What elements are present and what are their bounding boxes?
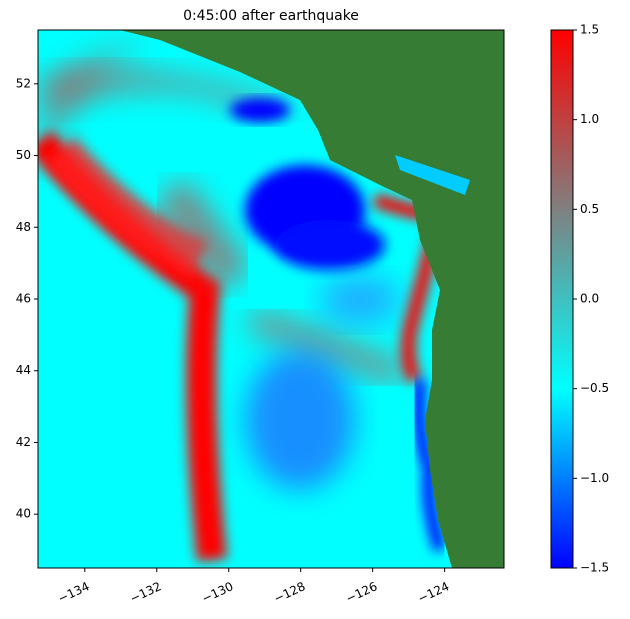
x-tick-label: −132 <box>128 579 164 606</box>
colorbar-tick-label: −0.5 <box>580 381 609 395</box>
colorbar-tick-label: −1.5 <box>580 561 609 575</box>
x-tick-label: −134 <box>56 579 92 606</box>
y-tick-label: 42 <box>16 435 31 449</box>
colorbar-tick-label: −1.0 <box>580 471 609 485</box>
y-tick-label: 50 <box>16 148 31 162</box>
x-tick-label: −130 <box>200 579 236 606</box>
colorbar-tick-label: 0.5 <box>580 202 599 216</box>
y-tick-label: 48 <box>16 220 31 234</box>
y-tick-label: 40 <box>16 507 31 521</box>
chart-title: 0:45:00 after earthquake <box>183 8 359 24</box>
x-tick-label: −126 <box>344 579 380 606</box>
x-tick-label: −124 <box>416 579 452 606</box>
y-tick-label: 46 <box>16 292 31 306</box>
colorbar-tick-label: 1.0 <box>580 112 599 126</box>
x-tick-label: −128 <box>272 579 308 606</box>
colorbar-tick-label: 1.5 <box>580 23 599 37</box>
wave-field <box>38 30 504 568</box>
colorbar-tick-label: 0.0 <box>580 292 599 306</box>
colorbar <box>550 29 574 569</box>
y-tick-label: 44 <box>16 363 31 377</box>
y-tick-label: 52 <box>16 76 31 90</box>
